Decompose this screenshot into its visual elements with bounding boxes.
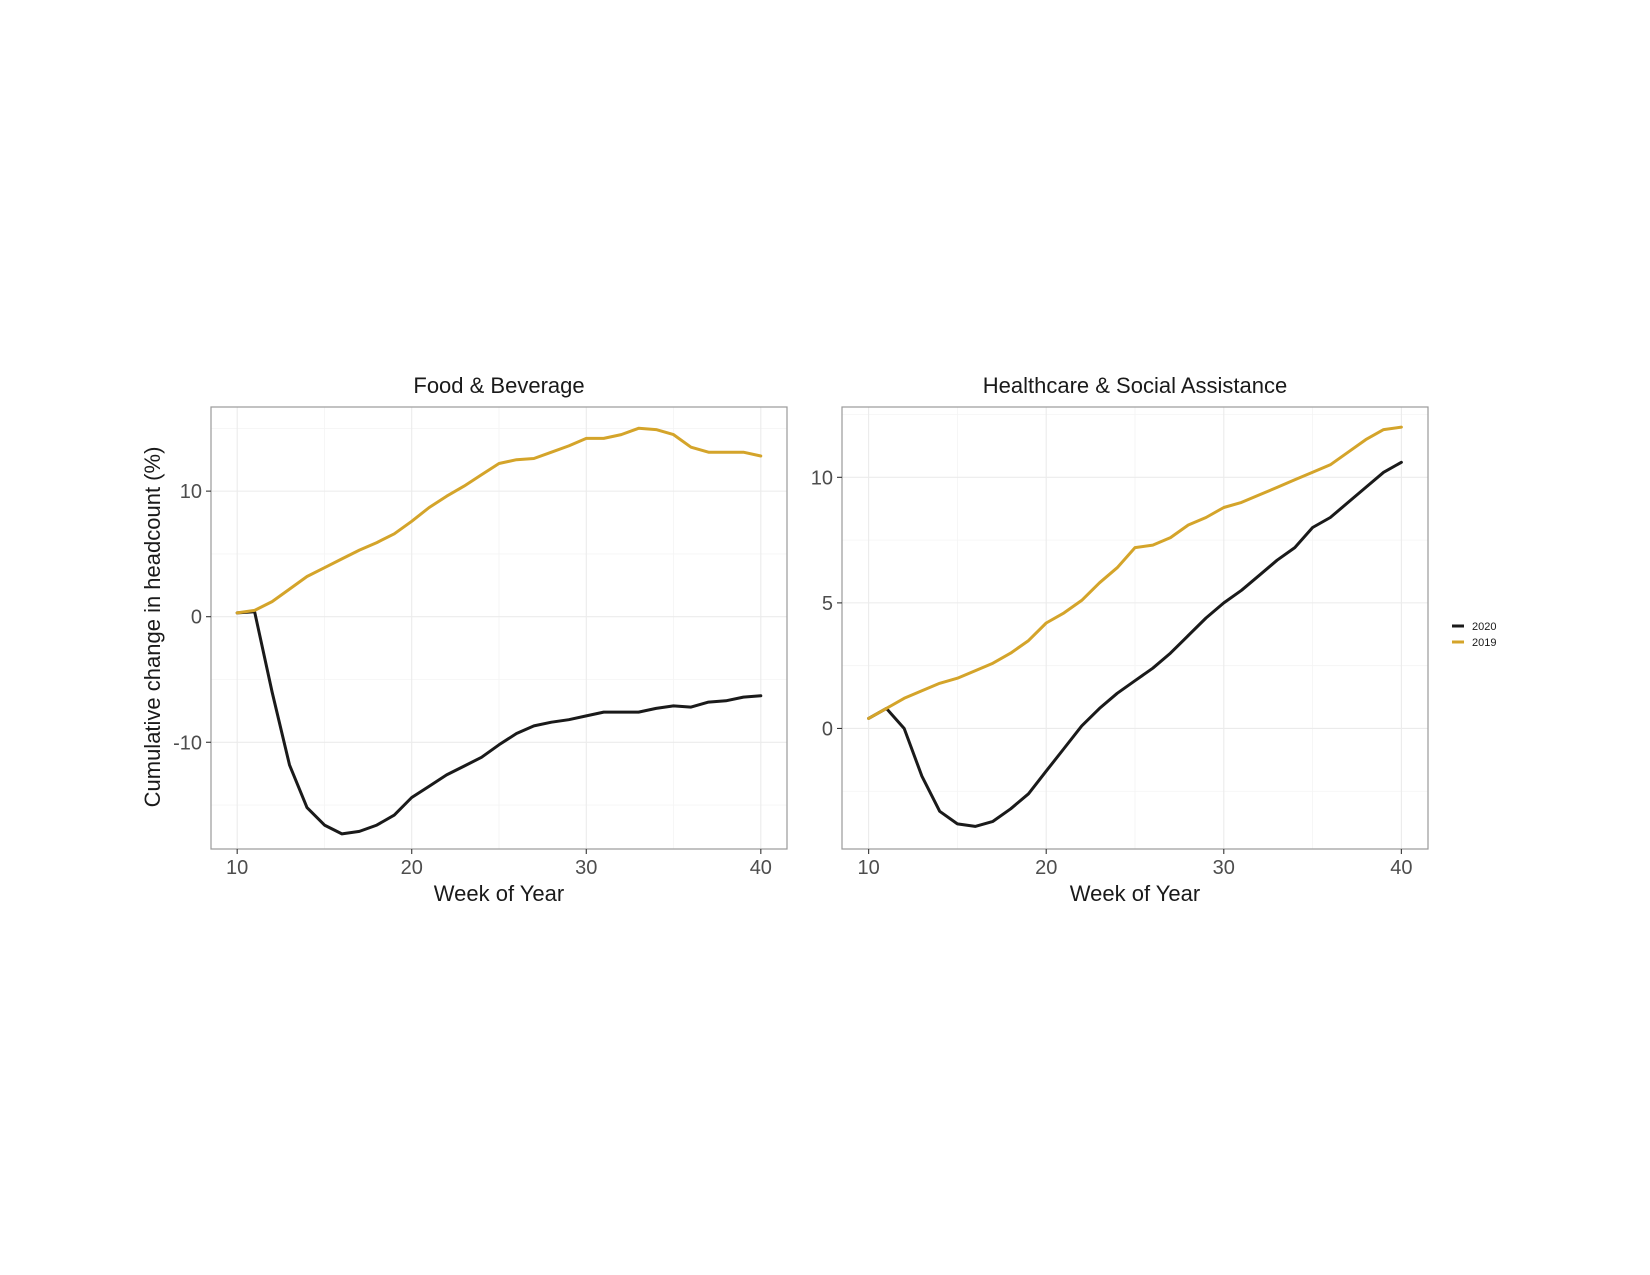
- y-tick-label: 5: [822, 593, 833, 615]
- panel-title: Food & Beverage: [413, 373, 584, 398]
- panel-border: [841, 406, 1429, 850]
- y-tick-label: 0: [191, 607, 202, 629]
- x-tick-label: 30: [575, 857, 597, 879]
- legend-label-2020: 2020: [1472, 621, 1496, 633]
- x-tick-label: 40: [750, 857, 772, 879]
- x-axis-title: Week of Year: [1070, 881, 1200, 906]
- y-tick-label: 10: [811, 467, 833, 489]
- y-axis-title: Cumulative change in headcount (%): [140, 447, 165, 808]
- y-tick-label: 0: [822, 718, 833, 740]
- y-tick-label: -10: [173, 732, 202, 754]
- chart-panel-food-beverage: 10 20 30 40 -10 0 10 Food & Beverage Week of Yea…: [173, 373, 788, 906]
- series-line-2019: [867, 425, 1403, 720]
- y-tick-label: 10: [180, 481, 202, 503]
- panel-border: [210, 406, 788, 850]
- x-axis-title: Week of Year: [434, 881, 564, 906]
- chart-panel-healthcare-social-assistance: 10 20 30 40 0 5 10 Healthcare & Social Assistan…: [811, 373, 1429, 906]
- legend: 2020 2019: [1452, 621, 1496, 649]
- x-tick-label: 30: [1213, 857, 1235, 879]
- series-line-2020: [235, 610, 763, 836]
- legend-label-2019: 2019: [1472, 637, 1496, 649]
- series-line-2020: [867, 460, 1403, 828]
- x-tick-label: 10: [226, 857, 248, 879]
- x-tick-label: 20: [1035, 857, 1057, 879]
- series-line-2019: [235, 426, 763, 615]
- x-tick-label: 40: [1390, 857, 1412, 879]
- panel-title: Healthcare & Social Assistance: [983, 373, 1288, 398]
- x-tick-label: 20: [401, 857, 423, 879]
- x-tick-label: 10: [858, 857, 880, 879]
